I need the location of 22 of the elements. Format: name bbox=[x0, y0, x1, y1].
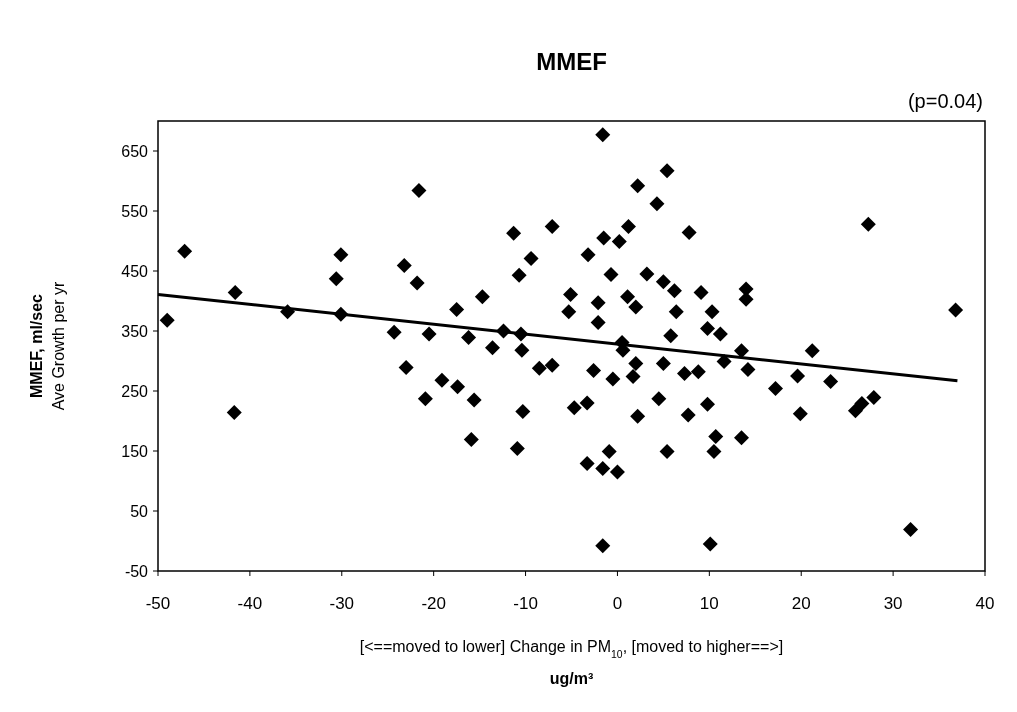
x-tick-label: -30 bbox=[329, 594, 355, 613]
x-tick-label: -10 bbox=[513, 594, 538, 613]
y-tick-label: 50 bbox=[130, 502, 149, 520]
x-tick-label: 30 bbox=[883, 594, 903, 613]
y-axis-title: MMEF, ml/sec Ave Growth per yr bbox=[28, 281, 67, 411]
text: (p=0.04) bbox=[907, 90, 983, 112]
x-tick-label: -40 bbox=[237, 594, 263, 613]
chart-title: MMEF bbox=[536, 48, 607, 75]
y-tick-label: 150 bbox=[121, 442, 149, 460]
x-tick-label: -50 bbox=[145, 594, 171, 613]
y-tick-label: 550 bbox=[121, 202, 149, 220]
x-tick-label: 10 bbox=[699, 594, 719, 613]
x-tick-label: -20 bbox=[421, 594, 446, 613]
x-tick-label: 0 bbox=[612, 594, 623, 613]
y-tick-label: 250 bbox=[121, 382, 149, 400]
text: [<==moved to lower] Change in PM$_{10}$, [moved to higher==>] ug/m³ bbox=[359, 638, 784, 687]
y-tick-label: 350 bbox=[121, 322, 149, 340]
y-tick-label: -50 bbox=[124, 562, 149, 580]
x-tick-label: 40 bbox=[975, 594, 995, 613]
x-tick-label: 20 bbox=[791, 594, 811, 613]
y-tick-label: 650 bbox=[121, 142, 149, 160]
y-tick-label: 450 bbox=[121, 262, 149, 280]
